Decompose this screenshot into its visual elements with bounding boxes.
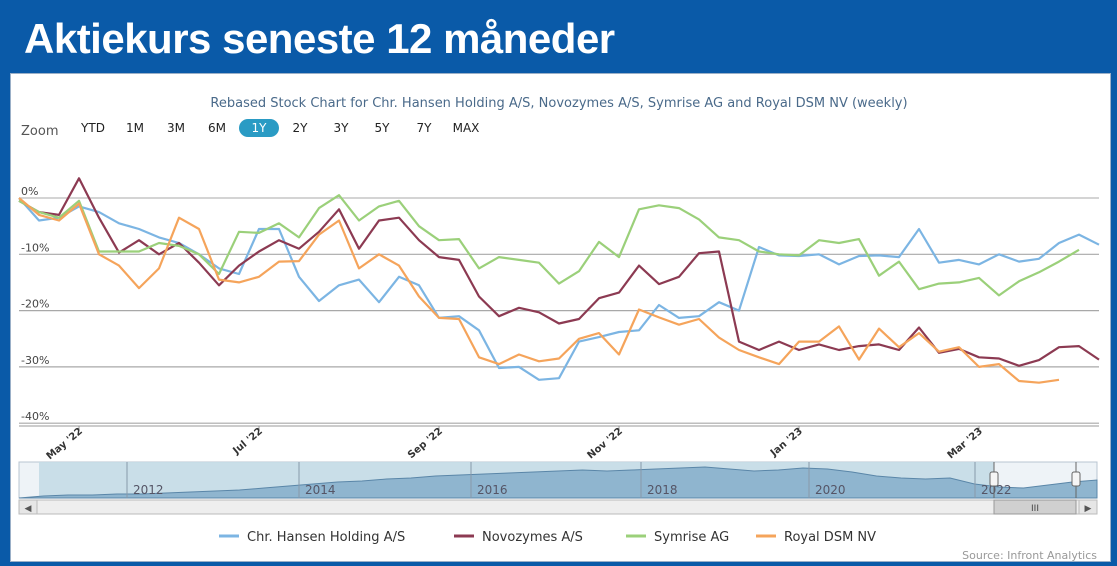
legend-label: Symrise AG (654, 530, 729, 545)
scroll-left-icon: ◀ (25, 504, 32, 514)
y-axis: 0% -10% -20% -30% -40% (21, 185, 49, 423)
scroll-right-icon: ▶ (1085, 504, 1092, 514)
x-tick-label: Nov '22 (586, 426, 625, 462)
navigator-left-handle[interactable] (989, 471, 999, 487)
y-tick-label: -30% (21, 354, 49, 367)
legend-label: Novozymes A/S (482, 530, 583, 545)
zoom-button-label: 2Y (293, 121, 309, 135)
y-tick-label: -40% (21, 410, 49, 423)
chart-panel: Rebased Stock Chart for Chr. Hansen Hold… (10, 73, 1111, 562)
grid (19, 197, 1099, 424)
zoom-button-label: 5Y (375, 121, 391, 135)
navigator-year-label: 2022 (981, 483, 1012, 497)
legend-label: Chr. Hansen Holding A/S (247, 530, 405, 545)
zoom-button-label: 3M (167, 121, 185, 135)
zoom-button-ytd[interactable]: YTD (80, 121, 105, 135)
legend-item-novozymes-a-s[interactable]: Novozymes A/S (454, 530, 583, 545)
navigator-year-label: 2012 (133, 483, 164, 497)
zoom-button-7y[interactable]: 7Y (417, 121, 433, 135)
zoom-button-label: 6M (208, 121, 226, 135)
x-tick-label: May '22 (45, 426, 85, 462)
zoom-button-label: MAX (453, 121, 480, 135)
zoom-buttons: YTD 1M 3M 6M 1Y 2Y 3Y 5Y 7Y MAX (80, 119, 479, 137)
zoom-button-label: 7Y (417, 121, 433, 135)
navigator-area (18, 466, 1098, 499)
legend-label: Royal DSM NV (784, 530, 876, 545)
title-bar: Aktiekurs seneste 12 måneder (10, 6, 1107, 72)
legend-item-chr-hansen-holding-a-s[interactable]: Chr. Hansen Holding A/S (219, 530, 405, 545)
scroll-thumb[interactable] (993, 499, 1077, 515)
scroll-left-button[interactable] (18, 499, 38, 515)
navigator-year-label: 2014 (305, 483, 336, 497)
x-axis: May '22 Jul '22 Sep '22 Nov '22 Jan '23 Mar '… (19, 425, 1099, 462)
page-title: Aktiekurs seneste 12 måneder (24, 15, 615, 62)
zoom-button-2y[interactable]: 2Y (293, 121, 309, 135)
series-line-novozymes-a-s (18, 177, 1100, 367)
zoom-button-label: 1M (126, 121, 144, 135)
series-line-royal-dsm-nv (18, 197, 1060, 384)
series-line-chr-hansen-holding-a-s (18, 197, 1100, 381)
x-tick-label: Jan '23 (768, 426, 805, 460)
zoom-button-label: YTD (80, 121, 105, 135)
legend-item-symrise-ag[interactable]: Symrise AG (626, 530, 729, 545)
navigator-year-label: 2016 (477, 483, 508, 497)
stock-chart: Rebased Stock Chart for Chr. Hansen Hold… (18, 96, 1100, 561)
navigator[interactable]: 2012 2014 2016 2018 2020 2022 ◀ ▶ III (18, 461, 1098, 515)
series-lines (18, 177, 1100, 384)
scroll-thumb-grip: III (1031, 504, 1039, 514)
navigator-year-label: 2020 (815, 483, 846, 497)
legend: Chr. Hansen Holding A/S Novozymes A/S Symr… (219, 530, 876, 545)
zoom-button-6m[interactable]: 6M (208, 121, 226, 135)
legend-item-royal-dsm-nv[interactable]: Royal DSM NV (756, 530, 876, 545)
zoom-button-label: 3Y (334, 121, 350, 135)
zoom-button-1m[interactable]: 1M (126, 121, 144, 135)
navigator-right-handle[interactable] (1071, 471, 1081, 487)
zoom-button-label: 1Y (252, 121, 268, 135)
zoom-button-3y[interactable]: 3Y (334, 121, 350, 135)
zoom-button-3m[interactable]: 3M (167, 121, 185, 135)
x-tick-label: Mar '23 (946, 426, 985, 462)
series-line-symrise-ag (18, 194, 1080, 297)
navigator-year-label: 2018 (647, 483, 678, 497)
x-tick-label: Jul '22 (230, 426, 264, 457)
chart-title: Rebased Stock Chart for Chr. Hansen Hold… (210, 96, 907, 111)
y-tick-label: -20% (21, 298, 49, 311)
scroll-right-button[interactable] (1078, 499, 1098, 515)
zoom-label: Zoom (21, 124, 58, 139)
scrollbar-track[interactable] (18, 499, 1098, 515)
zoom-button-bg (239, 119, 279, 137)
zoom-button-5y[interactable]: 5Y (375, 121, 391, 135)
x-tick-label: Sep '22 (406, 426, 445, 461)
y-tick-label: 0% (21, 185, 38, 198)
zoom-button-max[interactable]: MAX (453, 121, 480, 135)
zoom-button-1y[interactable]: 1Y (239, 119, 279, 137)
source-credit: Source: Infront Analytics (962, 549, 1097, 561)
y-tick-label: -10% (21, 241, 49, 254)
